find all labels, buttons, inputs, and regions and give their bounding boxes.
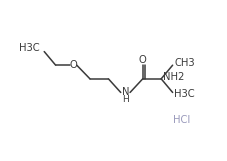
- Text: H3C: H3C: [19, 43, 40, 53]
- Text: O: O: [139, 55, 147, 65]
- Text: HCl: HCl: [173, 115, 190, 125]
- Text: NH2: NH2: [163, 72, 185, 82]
- Text: H: H: [122, 95, 129, 104]
- Text: N: N: [122, 87, 129, 97]
- Text: H3C: H3C: [174, 89, 195, 99]
- Text: O: O: [69, 60, 77, 70]
- Text: CH3: CH3: [174, 58, 195, 68]
